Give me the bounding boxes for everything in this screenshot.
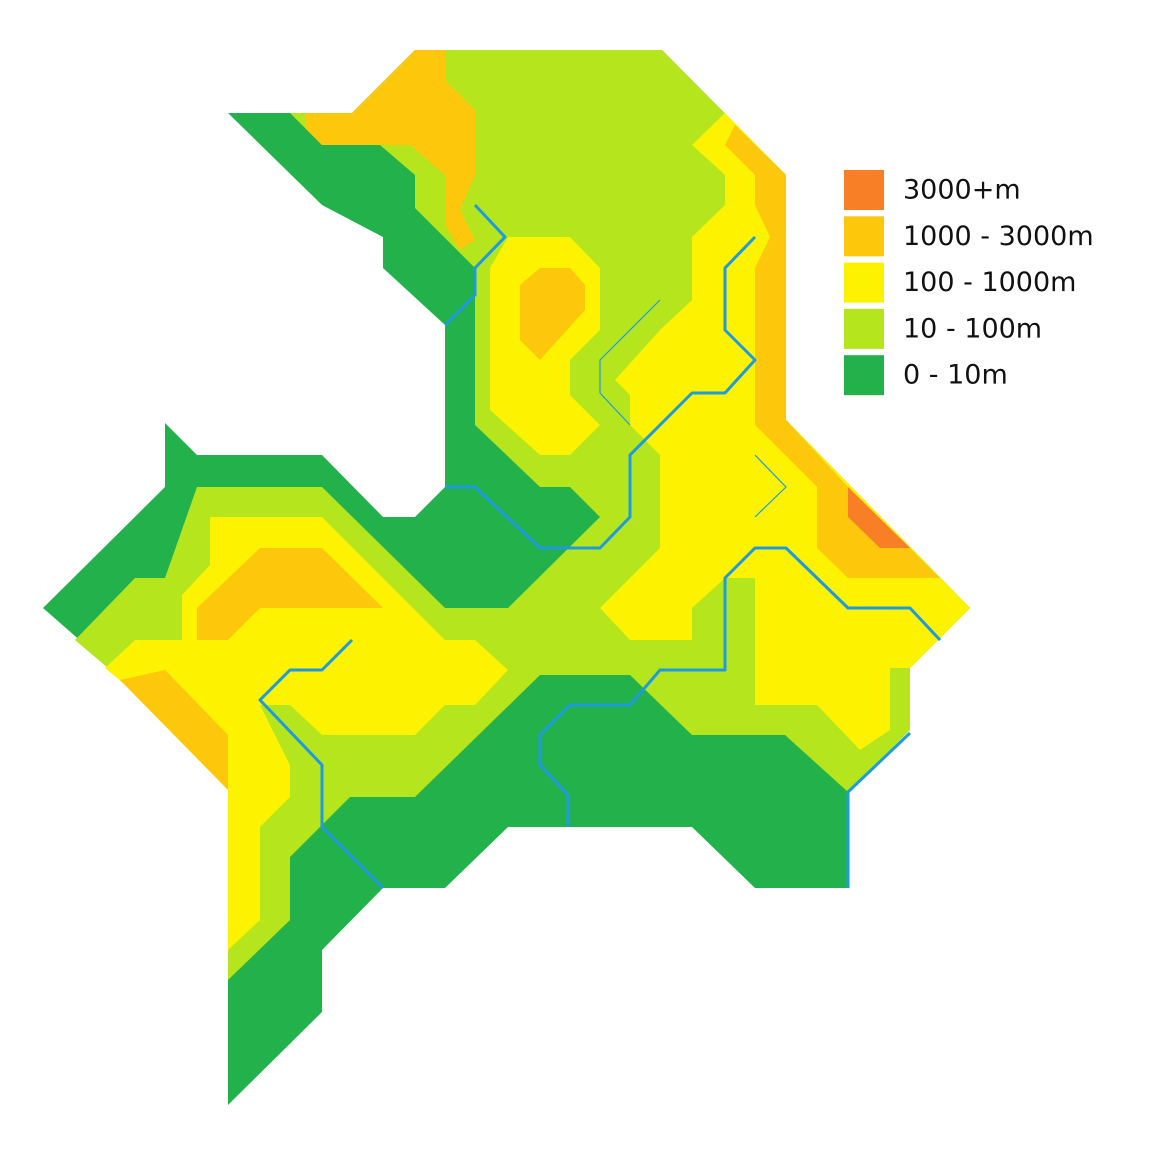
rivers bbox=[258, 203, 942, 890]
legend-swatch bbox=[844, 170, 884, 210]
legend-label: 3000+m bbox=[903, 175, 1021, 206]
river bbox=[754, 454, 787, 518]
legend-swatch bbox=[844, 308, 884, 349]
river bbox=[445, 235, 757, 550]
region-1000-3000m bbox=[305, 50, 475, 250]
legend-label: 10 - 100m bbox=[903, 313, 1042, 344]
river bbox=[258, 638, 385, 890]
region-1000-3000m bbox=[520, 268, 585, 360]
legend-swatch bbox=[844, 262, 884, 303]
region-1000-3000m bbox=[120, 670, 228, 790]
river bbox=[538, 546, 942, 827]
region-3000m-plus bbox=[848, 487, 910, 548]
legend-swatch bbox=[844, 216, 884, 257]
region-1000-3000m bbox=[725, 125, 940, 578]
legend-label: 1000 - 3000m bbox=[903, 221, 1094, 252]
legend: 3000+m 1000 - 3000m 100 - 1000m 10 - 100m 0 … bbox=[844, 170, 1094, 396]
legend-swatch bbox=[844, 355, 884, 396]
river bbox=[599, 299, 661, 426]
map-regions bbox=[43, 50, 970, 1105]
legend-label: 100 - 1000m bbox=[903, 267, 1076, 298]
legend-label: 0 - 10m bbox=[903, 360, 1008, 391]
river bbox=[846, 731, 912, 888]
region-1000-3000m bbox=[197, 548, 383, 640]
river bbox=[443, 203, 507, 327]
